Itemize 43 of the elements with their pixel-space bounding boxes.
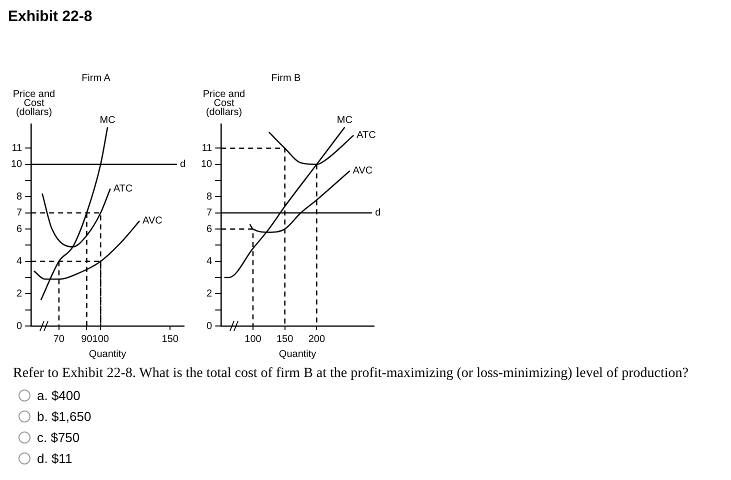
x-tick-label: 90 — [81, 334, 93, 345]
series-label: AVC — [352, 166, 373, 177]
y-tick-label: 4 — [16, 256, 23, 268]
y-tick-label: 0 — [16, 320, 23, 332]
x-tick-label: 70 — [53, 334, 65, 345]
text: Exhibit 22-8 — [8, 8, 92, 25]
series-label: d — [180, 159, 186, 170]
x-tick-label: 200 — [308, 334, 326, 345]
y-tick-label: 8 — [206, 191, 213, 202]
chart-title: Firm A — [82, 72, 111, 84]
y-tick-label: 10 — [201, 159, 213, 170]
series-label: ATC — [356, 130, 376, 142]
series-label: d — [375, 208, 381, 219]
y-tick-label: 0 — [206, 320, 213, 332]
y-tick-label: 2 — [16, 288, 23, 300]
x-axis-title: Quantity — [88, 348, 126, 360]
y-tick-label: 7 — [16, 208, 23, 219]
y-tick-label: 11 — [12, 142, 23, 154]
y-tick-label: 2 — [206, 288, 213, 300]
y-tick-label: 6 — [206, 224, 213, 235]
series-label: ATC — [113, 183, 133, 194]
chart-title: Firm B — [271, 72, 302, 84]
text: b. $1,650 — [37, 409, 92, 424]
series-label: MC — [336, 114, 352, 126]
y-tick-label: 4 — [206, 256, 213, 268]
text: d. $11 — [37, 451, 72, 466]
x-tick-label: 100 — [92, 334, 110, 345]
series-label: AVC — [142, 216, 162, 227]
y-tick-label: 8 — [16, 191, 23, 202]
x-tick-label: 150 — [276, 334, 294, 345]
y-tick-label: 11 — [202, 142, 213, 154]
x-tick-label: 100 — [244, 334, 262, 345]
series-label: MC — [100, 114, 116, 126]
text: a. $400 — [37, 388, 80, 403]
y-tick-label: 6 — [16, 224, 23, 235]
y-axis-title: Price and Cost (dollars) — [12, 89, 56, 118]
text: Refer to Exhibit 22-8. What is the total cost of firm B at the profit-maximizing (or loss-minimizing) level of production? — [13, 366, 688, 382]
text: c. $750 — [37, 430, 80, 445]
x-tick-label: 150 — [162, 334, 179, 345]
y-tick-label: 10 — [11, 159, 23, 170]
y-tick-label: 7 — [206, 208, 213, 219]
y-axis-title: Price and Cost (dollars) — [202, 89, 246, 118]
x-axis-title: Quantity — [278, 348, 316, 360]
